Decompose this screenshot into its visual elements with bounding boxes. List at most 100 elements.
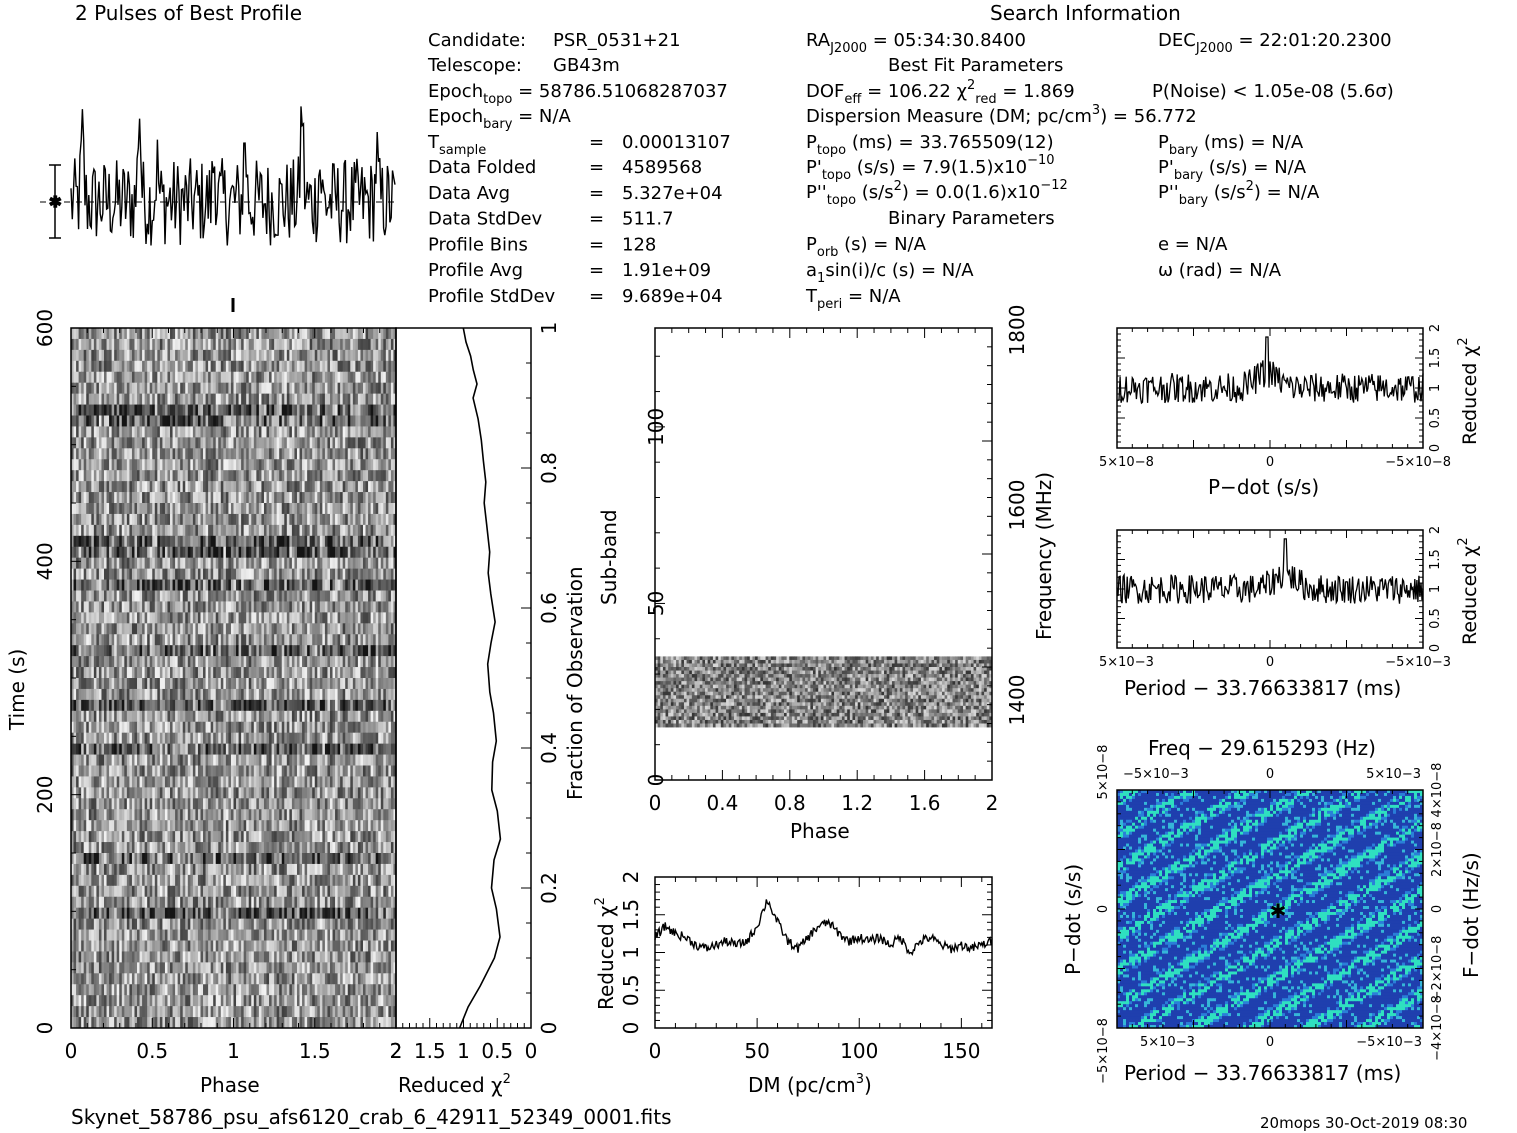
period-pdot-ticks [1116, 789, 1424, 1029]
period-chi2-tick-labels: 5×10−3 0 −5×10−3 0 0.5 1 1.5 2 [1099, 526, 1451, 670]
subband-heatmap [655, 656, 993, 728]
info-left: Candidate: PSR_0531+21 Telescope: GB43m … [427, 30, 731, 307]
timestamp: 20mops 30-Oct-2019 08:30 [1260, 1114, 1467, 1132]
time-phase-ylabel: Time (s) [5, 649, 29, 731]
fraction-obs-label: Fraction of Observation [563, 566, 587, 800]
pd-bary-field: P'bary (s/s) = N/A [1158, 157, 1307, 183]
small-panel-xtick: −5×10−3 [1385, 655, 1451, 670]
time-chi2-xtick: 0.5 [481, 1039, 513, 1063]
period-ylabel: Reduced χ2 [1456, 537, 1481, 645]
e-field: e = N/A [1158, 234, 1228, 255]
map-ytick: −5×10−8 [1096, 1018, 1111, 1084]
info-row-eq: = [589, 183, 604, 204]
map-right-label: F−dot (Hz/s) [1459, 852, 1483, 978]
subband-ytick: 0 [644, 774, 668, 787]
info-row-label: Profile StdDev [428, 286, 556, 307]
profile-plot: ✱ [40, 106, 396, 312]
small-panel-ytick: 1.5 [1428, 549, 1443, 570]
frequency-tick: 1800 [1005, 305, 1029, 356]
dm-chi2-ticks [654, 876, 992, 1029]
period-chi2-plot: 5×10−3 0 −5×10−3 0 0.5 1 1.5 2 Period − 33.7663… [1099, 526, 1481, 700]
small-panel-xtick: 0 [1266, 455, 1274, 470]
dm-xtick: 0 [649, 1039, 662, 1063]
fraction-tick: 0.6 [537, 592, 561, 624]
time-chi2-xtick: 2 [390, 1039, 403, 1063]
subband-ylabel: Sub-band [597, 509, 621, 605]
profile-line [70, 106, 396, 246]
small-panel-ytick: 2 [1428, 526, 1443, 534]
time-chi2-xlabel: Reduced χ2 [398, 1072, 511, 1097]
subband-phase-plot: 0 0.4 0.8 1.2 1.6 2 0 50 100 1400 1600 1800 Phase S… [597, 305, 1056, 843]
subband-xtick: 2 [986, 791, 999, 815]
t-sample-eq: = [589, 132, 604, 153]
time-chi2-tick-labels: 2 1.5 1 0.5 0 0 0.2 0.4 0.6 0.8 1 [390, 322, 561, 1063]
map-right-tick: 0 [1430, 905, 1445, 913]
time-phase-tick-labels: 0 0.5 1 1.5 2 0 200 400 600 [33, 309, 402, 1063]
pdot-chi2-tick-labels: 5×10−8 0 −5×10−8 0 0.5 1 1.5 2 [1099, 324, 1451, 470]
time-phase-xtick: 2 [390, 1039, 403, 1063]
time-phase-ytick: 600 [33, 309, 57, 347]
telescope-value: GB43m [553, 55, 620, 76]
info-row-value: 511.7 [622, 209, 674, 230]
map-top-tick: 0 [1266, 767, 1274, 782]
pdot-xlabel: P−dot (s/s) [1208, 475, 1319, 499]
time-phase-xtick: 0 [65, 1039, 78, 1063]
candidate-label: Candidate: [428, 30, 526, 51]
pdot-chi2-plot: 5×10−8 0 −5×10−8 0 0.5 1 1.5 2 P−dot (s/s) Redu… [1099, 324, 1481, 499]
best-fit-title: Best Fit Parameters [888, 55, 1063, 76]
subband-xlabel: Phase [790, 819, 850, 843]
map-right-tick: 4×10−8 [1430, 763, 1445, 818]
t-peri-field: Tperi = N/A [805, 286, 901, 312]
fraction-tick: 1 [537, 322, 561, 335]
time-chi2-xtick: 0 [525, 1039, 538, 1063]
epoch-bary: Epochbary = N/A [428, 106, 571, 132]
telescope-label: Telescope: [427, 55, 522, 76]
period-xlabel: Period − 33.76633817 (ms) [1124, 676, 1401, 700]
info-row-label: Data Avg [428, 183, 510, 204]
subband-xtick: 0 [649, 791, 662, 815]
info-mid: RAJ2000 = 05:34:30.8400 DECJ2000 = 22:01… [805, 30, 1394, 312]
time-chi2-xtick: 1.5 [414, 1039, 446, 1063]
subband-ytick: 50 [644, 591, 668, 616]
map-xtick: 5×10−3 [1140, 1035, 1195, 1050]
time-phase-xtick: 1.5 [299, 1039, 331, 1063]
info-row-value: 9.689e+04 [622, 286, 723, 307]
pdot-ylabel: Reduced χ2 [1456, 337, 1481, 445]
subband-ytick: 100 [644, 408, 668, 446]
map-right-tick: 2×10−8 [1430, 822, 1445, 877]
info-rows: Data Folded = 4589568 Data Avg = 5.327e+04 Dat… [428, 157, 723, 307]
time-phase-xlabel: Phase [200, 1073, 260, 1097]
filename: Skynet_58786_psu_afs6120_crab_6_42911_52… [71, 1105, 672, 1129]
time-chi2-plot: 2 1.5 1 0.5 0 0 0.2 0.4 0.6 0.8 1 Reduced χ2 Fract… [390, 322, 587, 1097]
dm-chi2-frame [654, 876, 993, 1029]
period-chi2-ticks [1116, 529, 1424, 649]
dm-chi2-line [654, 899, 993, 957]
map-xtick: 0 [1266, 1035, 1274, 1050]
time-chi2-xtick: 1 [457, 1039, 470, 1063]
small-panel-ytick: 0.5 [1428, 408, 1443, 429]
map-ylabel: P−dot (s/s) [1061, 864, 1085, 975]
small-panel-ytick: 0 [1428, 644, 1443, 652]
omega-field: ω (rad) = N/A [1158, 260, 1282, 281]
binary-title: Binary Parameters [888, 208, 1055, 229]
period-pdot-tick-labels: 5×10−3 0 −5×10−3 −5×10−3 0 5×10−3 5×10−8 0 −5×10… [1096, 745, 1445, 1084]
small-panel-xtick: 5×10−8 [1099, 455, 1154, 470]
time-phase-ytick: 200 [33, 776, 57, 814]
info-row-eq: = [589, 234, 604, 255]
ra-field: RAJ2000 = 05:34:30.8400 [806, 30, 1026, 56]
dm-ytick: 1.5 [619, 899, 643, 931]
dm-xtick: 50 [744, 1039, 769, 1063]
candidate-value: PSR_0531+21 [553, 30, 681, 51]
small-panel-ytick: 1 [1428, 585, 1443, 593]
fraction-tick: 0 [537, 1022, 561, 1035]
dm-ytick: 2 [619, 871, 643, 884]
info-row-value: 4589568 [622, 157, 702, 178]
period-pdot-plot: ✱ 5×10−3 0 −5×10−3 −5×10−3 0 5×10−3 5×10−8 0 −5×… [1061, 736, 1483, 1085]
info-row-value: 5.327e+04 [622, 183, 723, 204]
time-chi2-frame [395, 327, 532, 1029]
info-row-eq: = [589, 209, 604, 230]
map-ytick: 5×10−8 [1096, 745, 1111, 800]
info-row-label: Data Folded [428, 157, 536, 178]
time-phase-xtick: 1 [227, 1039, 240, 1063]
frequency-label: Frequency (MHz) [1032, 472, 1056, 640]
